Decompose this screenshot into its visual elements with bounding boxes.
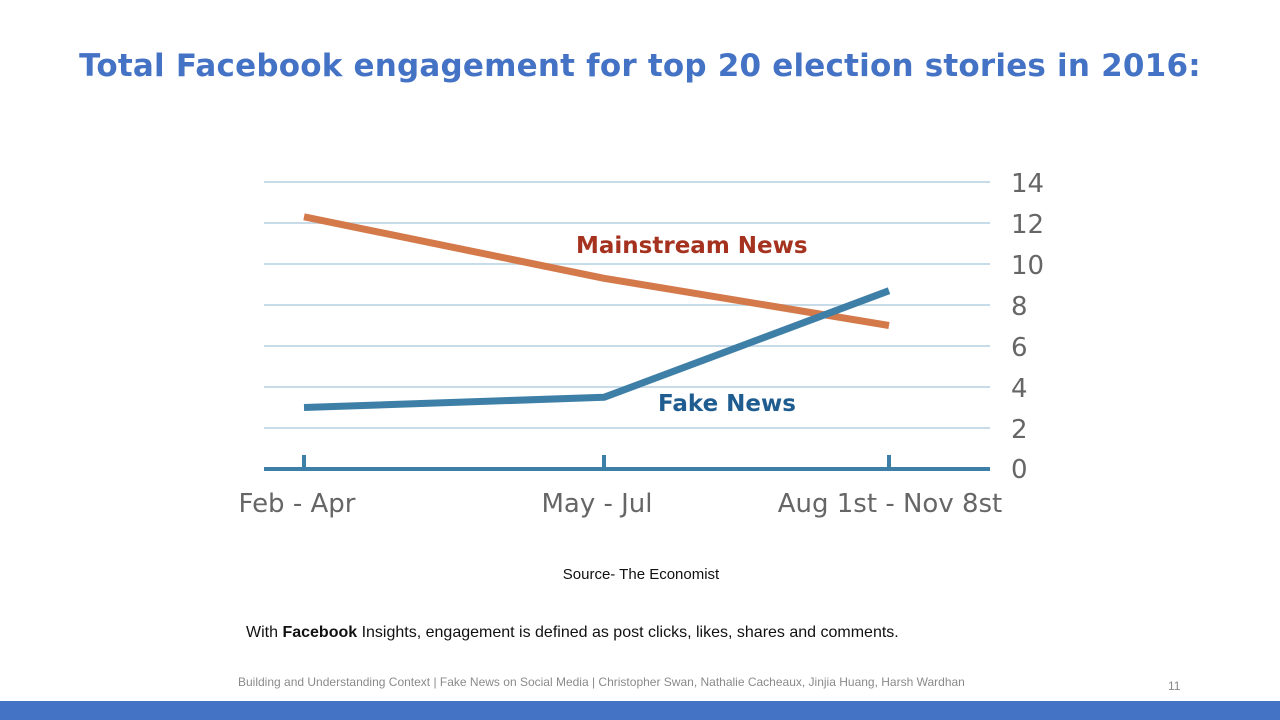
source-note: Source- The Economist <box>562 566 720 583</box>
note-prefix: With <box>246 624 283 641</box>
x-tick-label: Feb - Apr <box>239 489 356 519</box>
y-tick-label: 2 <box>1011 415 1028 445</box>
note-suffix: Insights, engagement is defined as post … <box>357 624 899 641</box>
series-label: Fake News <box>658 391 796 417</box>
y-tick-label: 0 <box>1011 455 1028 485</box>
bottom-accent-bar <box>0 701 1280 720</box>
x-tick-label: Aug 1st - Nov 8st <box>778 489 1003 519</box>
y-tick-label: 4 <box>1011 374 1028 404</box>
x-axis-categories: Feb - Apr May - Jul Aug 1st - Nov 8st <box>239 455 1003 519</box>
engagement-definition: With Facebook Insights, engagement is de… <box>246 624 899 642</box>
page-number: 11 <box>1168 679 1181 693</box>
y-tick-label: 14 <box>1011 169 1044 199</box>
series-lines <box>303 213 891 411</box>
series-label: Mainstream News <box>576 233 808 259</box>
series-labels: Mainstream News Fake News <box>576 233 808 417</box>
note-bold: Facebook <box>282 624 358 641</box>
y-tick-label: 12 <box>1011 210 1044 240</box>
slide-title: Total Facebook engagement for top 20 ele… <box>79 48 1201 84</box>
x-tick-label: May - Jul <box>541 489 652 519</box>
y-tick-label: 10 <box>1011 251 1044 281</box>
y-tick-label: 6 <box>1011 333 1028 363</box>
y-axis-ticks: 0 2 4 6 8 10 12 14 <box>1011 169 1044 485</box>
y-tick-label: 8 <box>1011 292 1028 322</box>
footer-text: Building and Understanding Context | Fak… <box>238 675 965 689</box>
